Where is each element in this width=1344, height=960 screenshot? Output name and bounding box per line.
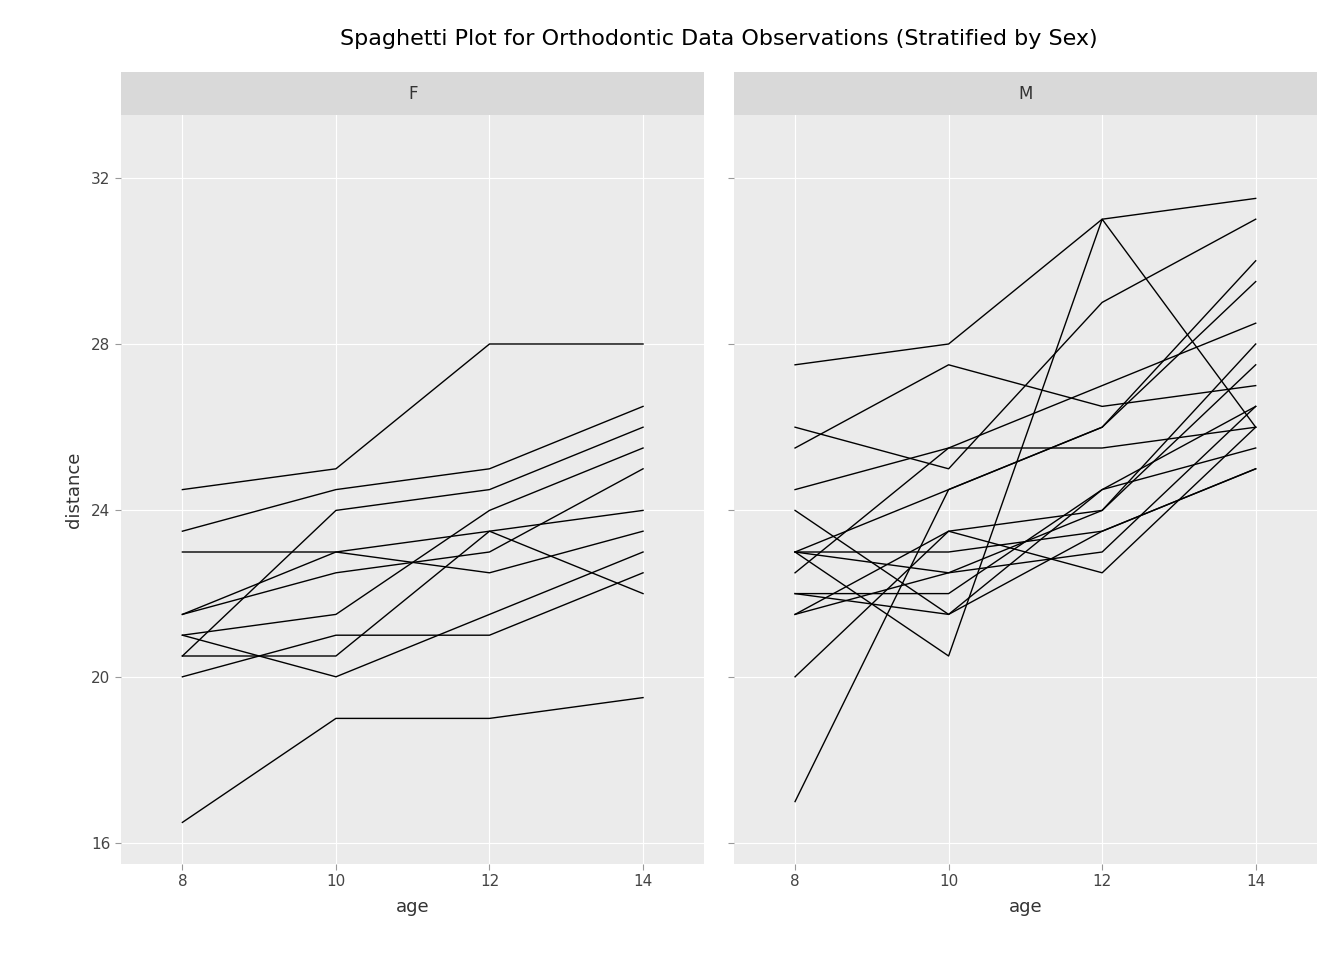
Text: F: F [409, 84, 418, 103]
Y-axis label: distance: distance [65, 451, 83, 528]
Text: Spaghetti Plot for Orthodontic Data Observations (Stratified by Sex): Spaghetti Plot for Orthodontic Data Obse… [340, 29, 1098, 49]
Text: M: M [1019, 84, 1032, 103]
X-axis label: age: age [1008, 898, 1042, 916]
X-axis label: age: age [396, 898, 430, 916]
